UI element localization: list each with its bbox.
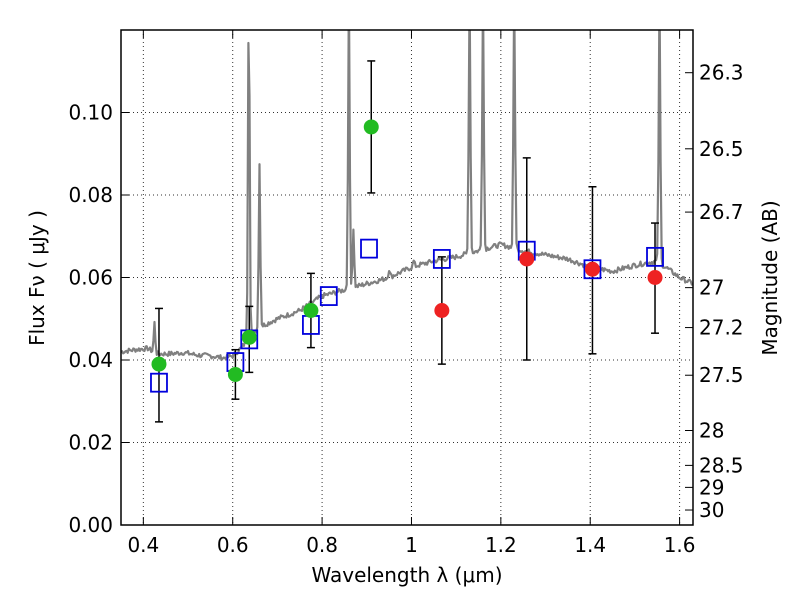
- model-spectrum: [121, 30, 693, 362]
- model-photometry-square: [432, 249, 451, 269]
- optical-data-point: [227, 366, 243, 382]
- optical-data-point: [363, 119, 379, 135]
- mag-tick-label: 26.3: [699, 61, 744, 85]
- x-tick-label: 1.4: [574, 533, 606, 557]
- y-tick-label: 0.04: [68, 348, 113, 372]
- y-tick-label: 0.10: [68, 101, 113, 125]
- tick-labels: 0.4 0.6 0.8 1 1.2 1.4 1.6 0.00 0.02 0.04 0.06 0.08 0…: [68, 61, 743, 557]
- nir-data-point: [434, 303, 450, 318]
- mag-tick-label: 28.5: [699, 453, 744, 477]
- mag-tick-label: 26.5: [699, 137, 744, 161]
- y-tick-label: 0.06: [68, 266, 113, 290]
- y-axis-title: Flux Fν ( μJy ): [25, 210, 49, 346]
- x-tick-label: 0.4: [127, 533, 159, 557]
- plot-frame: [120, 29, 694, 526]
- y-tick-label: 0.02: [68, 431, 113, 455]
- y-axis-right-title: Magnitude (AB): [758, 200, 782, 355]
- x-tick-label: 1.2: [485, 533, 517, 557]
- x-tick-label: 1: [405, 533, 418, 557]
- x-tick-label: 0.8: [306, 533, 338, 557]
- mag-tick-label: 29: [699, 475, 724, 499]
- data-markers: [150, 119, 664, 393]
- mag-tick-label: 27: [699, 276, 724, 300]
- mag-tick-label: 27.2: [699, 316, 744, 340]
- axis-ticks: [121, 30, 693, 526]
- x-axis-title: Wavelength λ (μm): [311, 563, 502, 587]
- optical-data-point: [151, 356, 167, 372]
- nir-data-point: [647, 270, 663, 285]
- grid-lines: [121, 30, 693, 526]
- nir-data-point: [584, 261, 600, 277]
- model-photometry-square: [360, 238, 378, 259]
- model-photometry-square: [150, 372, 168, 393]
- y-tick-label: 0.00: [68, 513, 113, 537]
- x-tick-label: 1.6: [664, 533, 696, 557]
- mag-tick-label: 26.7: [699, 200, 744, 224]
- mag-tick-label: 28: [699, 419, 724, 443]
- nir-data-point: [519, 251, 535, 267]
- mag-tick-label: 30: [699, 498, 724, 522]
- model-photometry-square: [583, 259, 602, 280]
- optical-data-point: [241, 329, 257, 345]
- optical-data-point: [303, 303, 319, 318]
- y-tick-label: 0.08: [68, 183, 113, 207]
- error-bars: [154, 60, 660, 423]
- model-photometry-square: [319, 286, 338, 306]
- model-spectrum-line: [121, 30, 693, 362]
- x-tick-label: 0.6: [217, 533, 249, 557]
- model-photometry-square: [646, 246, 664, 267]
- mag-tick-label: 27.5: [699, 363, 744, 387]
